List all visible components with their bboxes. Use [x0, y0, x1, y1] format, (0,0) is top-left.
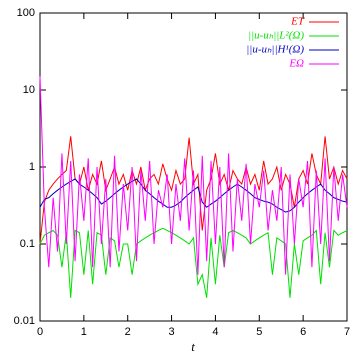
y-tick-label: 100 — [17, 7, 35, 19]
y-tick-label: 0.01 — [14, 315, 35, 327]
x-tick-label: 3 — [169, 326, 175, 338]
legend-label: ||u-uₕ||H¹(Ω) — [246, 44, 304, 56]
legend-label: ET — [290, 16, 305, 28]
x-tick-label: 4 — [212, 326, 218, 338]
y-tick-label: 1 — [29, 161, 35, 173]
y-tick-label: 0.1 — [20, 238, 35, 250]
series-line — [39, 76, 348, 275]
y-tick-label: 10 — [23, 84, 35, 96]
series-line — [39, 227, 348, 298]
series-line — [39, 136, 348, 245]
x-tick-label: 6 — [300, 326, 306, 338]
x-tick-label: 5 — [256, 326, 262, 338]
x-tick-label: 7 — [344, 326, 350, 338]
legend-label: EΩ — [288, 58, 304, 70]
x-tick-label: 0 — [37, 326, 43, 338]
x-axis-label: t — [191, 339, 195, 354]
x-tick-label: 2 — [125, 326, 131, 338]
series-line — [39, 178, 348, 213]
x-tick-label: 1 — [81, 326, 87, 338]
legend-label: ||u-uₕ||L²(Ω) — [248, 30, 304, 42]
